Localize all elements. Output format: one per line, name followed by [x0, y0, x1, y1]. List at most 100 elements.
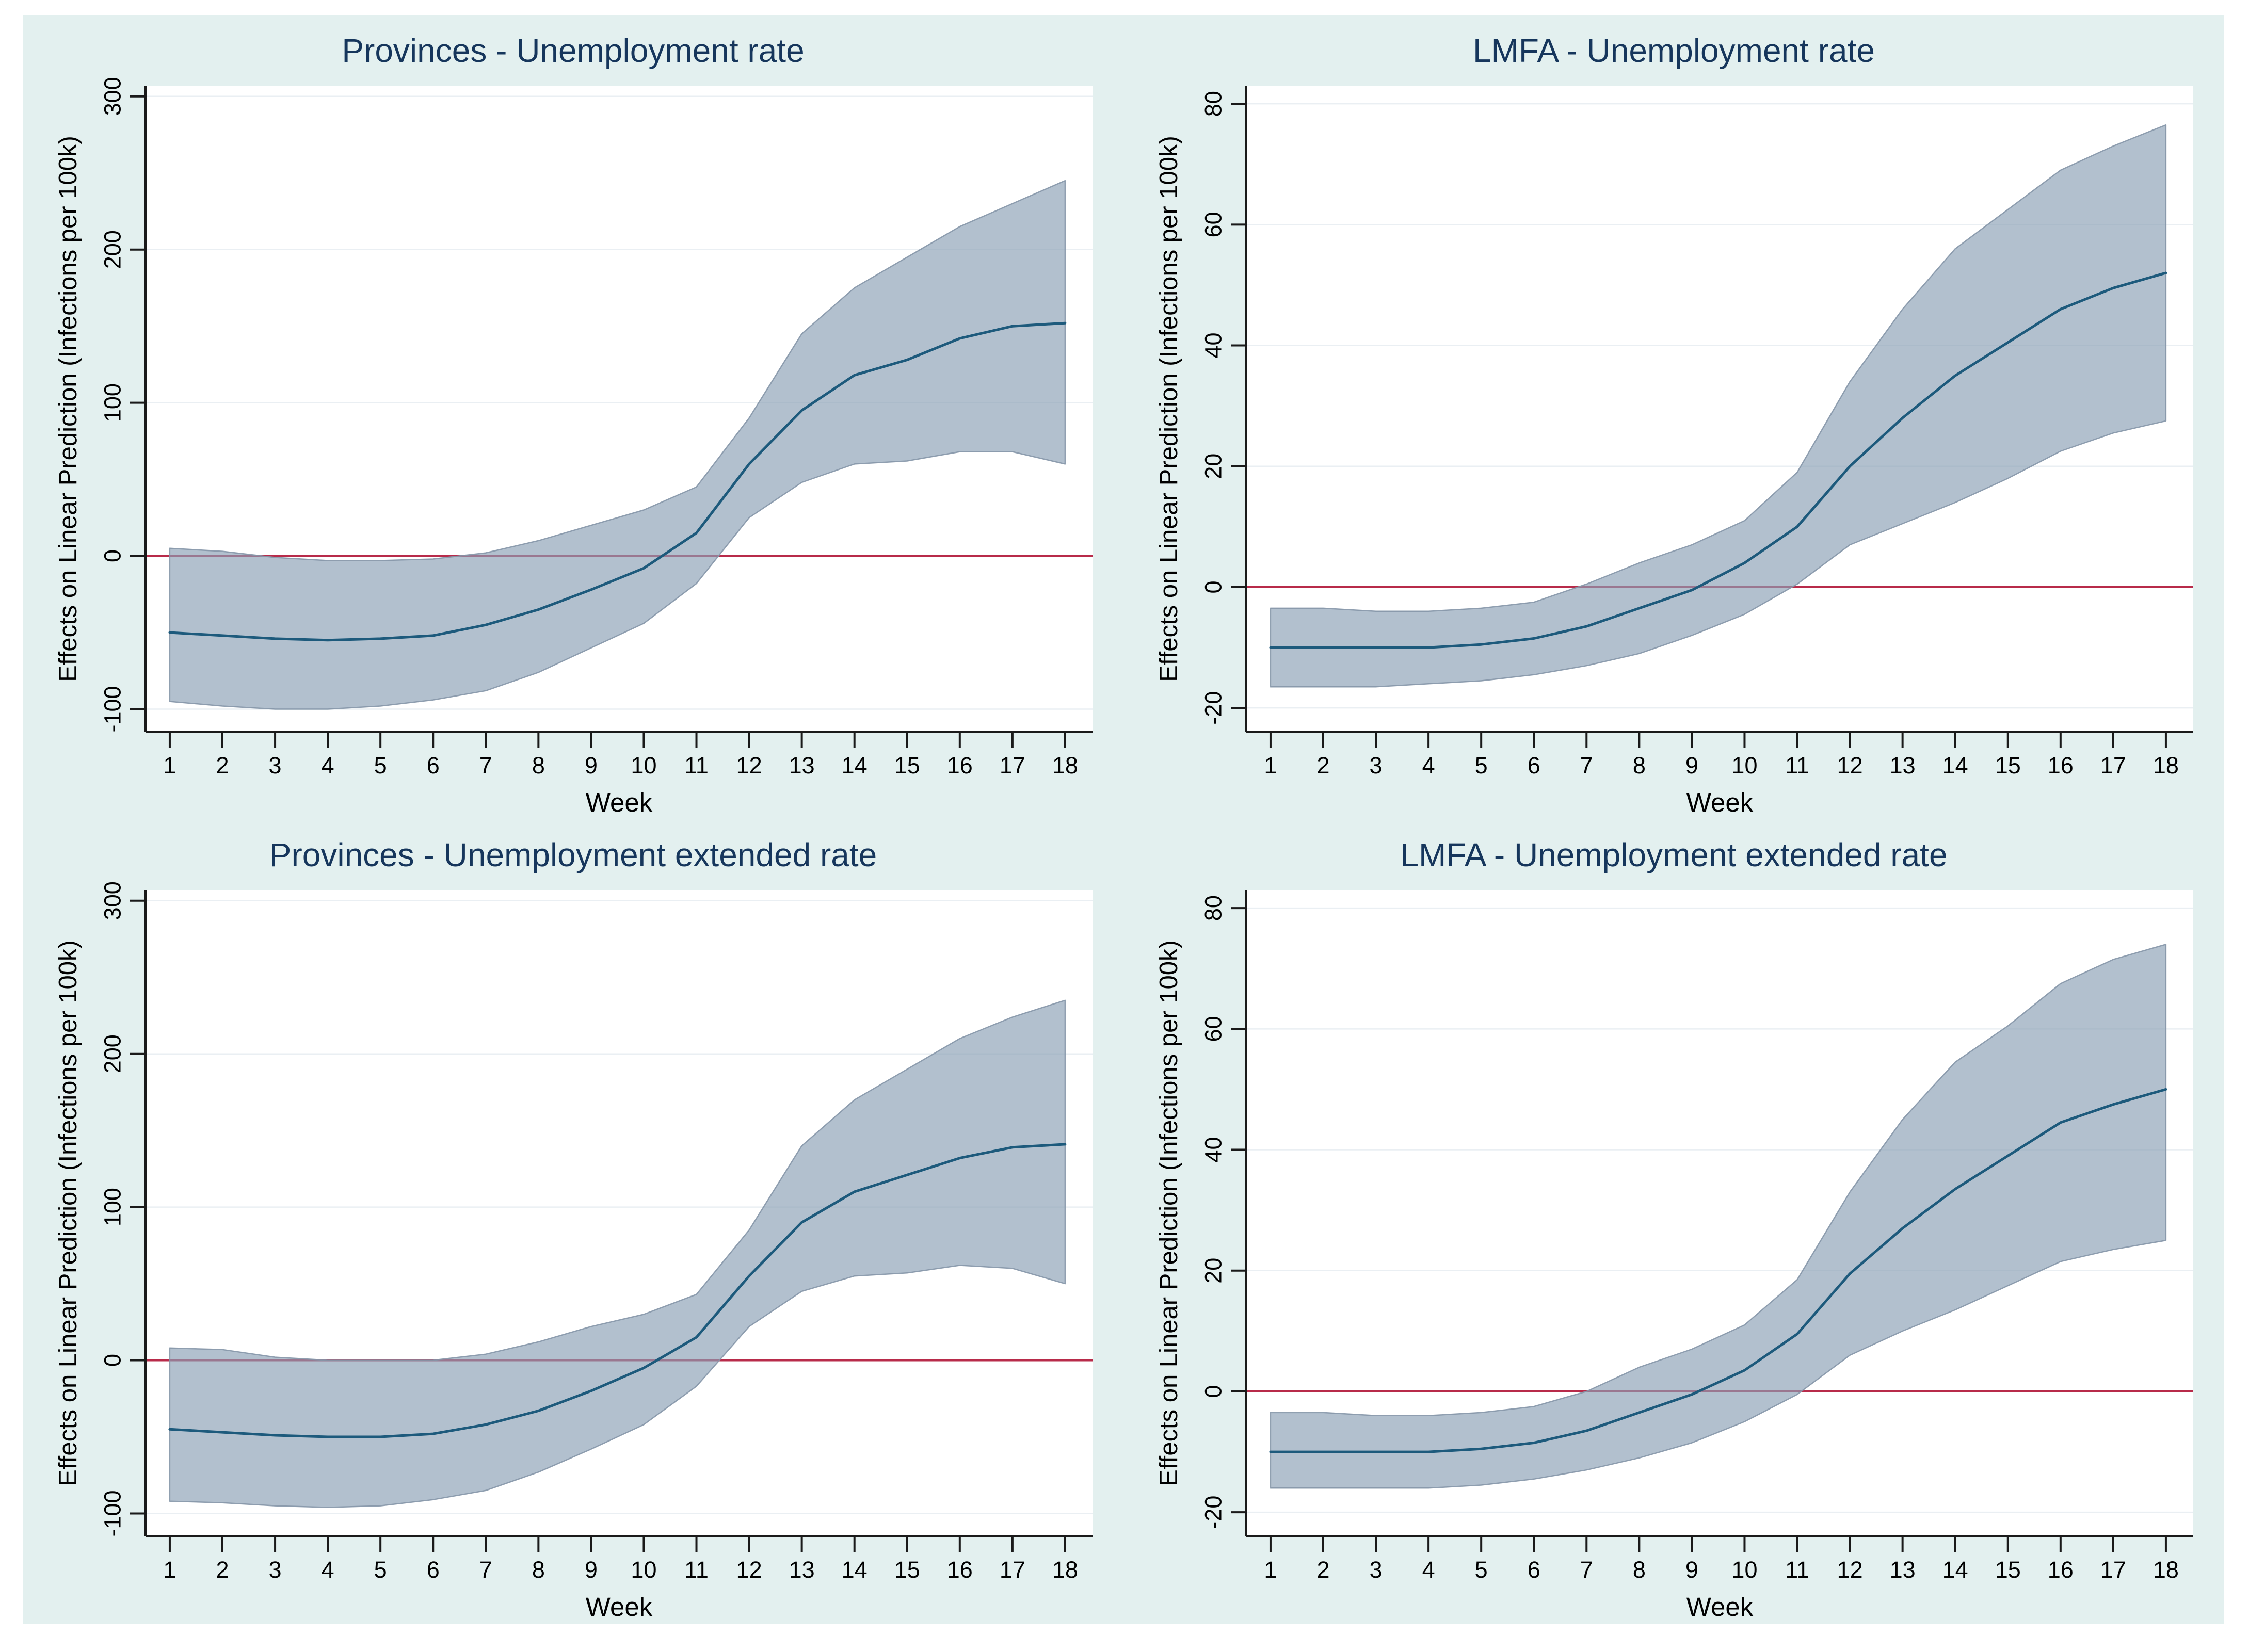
effect-line: [168, 1143, 1067, 1438]
effect-line: [1269, 271, 2167, 649]
panel-lmfa-unemployment-extended-rate: LMFA - Unemployment extended rate -20 0 20…: [1123, 820, 2224, 1624]
y-tick-label: 0: [1200, 580, 1227, 593]
x-tick-label: 16: [2048, 1557, 2074, 1583]
y-tick-label: 20: [1200, 454, 1227, 479]
x-tick-label: 15: [894, 1557, 920, 1583]
x-tick-label: 13: [789, 1557, 815, 1583]
x-tick-label: 12: [1837, 1557, 1863, 1583]
y-tick-label: 300: [100, 881, 126, 920]
y-tick-label: 40: [1200, 333, 1227, 359]
x-tick-label: 15: [1995, 752, 2021, 779]
x-tick-label: 12: [1837, 752, 1863, 779]
y-tick-label: 100: [100, 383, 126, 422]
x-tick-label: 3: [269, 1557, 282, 1583]
x-tick-label: 3: [1370, 1557, 1383, 1583]
y-tick-label: 300: [100, 77, 126, 116]
x-tick-label: 16: [947, 752, 973, 779]
x-tick-label: 7: [1580, 1557, 1593, 1583]
x-axis-label: Week: [586, 788, 653, 817]
x-tick-label: 4: [1422, 1557, 1435, 1583]
x-tick-label: 1: [163, 752, 176, 779]
y-tick-label: 0: [100, 1354, 126, 1367]
x-tick-label: 4: [1422, 752, 1435, 779]
y-tick-label: 0: [1200, 1385, 1227, 1398]
y-tick-label: 100: [100, 1188, 126, 1226]
x-tick-label: 15: [894, 752, 920, 779]
x-tick-label: 1: [1264, 752, 1277, 779]
x-axis-label: Week: [1686, 1592, 1754, 1622]
x-tick-label: 10: [1731, 752, 1757, 779]
x-tick-label: 11: [1785, 1557, 1809, 1583]
x-tick-label: 7: [479, 752, 492, 779]
y-tick-label: 200: [100, 1034, 126, 1073]
x-tick-label: 1: [163, 1557, 176, 1583]
x-tick-label: 5: [1475, 752, 1488, 779]
x-tick-label: 10: [631, 752, 656, 779]
x-tick-label: 17: [2100, 752, 2126, 779]
x-tick-label: 2: [1316, 1557, 1329, 1583]
panel-title: Provinces - Unemployment extended rate: [269, 836, 877, 873]
x-tick-label: 5: [374, 1557, 387, 1583]
y-tick-label: -20: [1200, 1496, 1227, 1529]
x-tick-label: 7: [479, 1557, 492, 1583]
x-tick-label: 2: [216, 1557, 229, 1583]
figure-canvas: Provinces - Unemployment rate -100 0 100 20…: [23, 15, 2224, 1624]
x-axis-label: Week: [586, 1592, 653, 1622]
x-tick-label: 18: [1052, 1557, 1078, 1583]
y-tick-label: 80: [1200, 91, 1227, 117]
x-tick-label: 1: [1264, 1557, 1277, 1583]
x-tick-label: 5: [1475, 1557, 1488, 1583]
x-axis-label: Week: [1686, 788, 1754, 817]
x-tick-label: 3: [269, 752, 282, 779]
x-tick-label: 16: [947, 1557, 973, 1583]
x-tick-label: 8: [532, 1557, 545, 1583]
x-tick-label: 2: [216, 752, 229, 779]
x-tick-label: 18: [2153, 752, 2179, 779]
y-tick-label: 0: [100, 549, 126, 562]
x-tick-label: 4: [322, 752, 334, 779]
x-tick-label: 8: [1633, 1557, 1646, 1583]
y-tick-label: 200: [100, 230, 126, 269]
x-tick-label: 10: [1731, 1557, 1757, 1583]
x-tick-label: 9: [585, 1557, 598, 1583]
y-axis-label: Effects on Linear Prediction (Infections…: [54, 136, 82, 682]
y-tick-label: 40: [1200, 1137, 1227, 1163]
x-tick-label: 17: [1000, 1557, 1025, 1583]
y-axis-label: Effects on Linear Prediction (Infections…: [1155, 940, 1183, 1486]
y-axis-label: Effects on Linear Prediction (Infections…: [54, 940, 82, 1486]
confidence-band: [169, 999, 1066, 1508]
confidence-band: [1270, 124, 2167, 688]
y-tick-label: -100: [100, 1490, 126, 1536]
x-tick-label: 6: [427, 1557, 440, 1583]
y-tick-label: 60: [1200, 212, 1227, 237]
x-tick-label: 4: [322, 1557, 334, 1583]
x-tick-label: 12: [736, 1557, 762, 1583]
confidence-band: [1270, 944, 2167, 1489]
x-tick-label: 14: [1942, 1557, 1968, 1583]
x-tick-label: 12: [736, 752, 762, 779]
x-tick-label: 16: [2048, 752, 2074, 779]
x-tick-label: 18: [1052, 752, 1078, 779]
x-tick-label: 5: [374, 752, 387, 779]
x-tick-label: 8: [532, 752, 545, 779]
x-tick-label: 6: [1528, 1557, 1540, 1583]
x-tick-label: 9: [1685, 1557, 1698, 1583]
x-tick-label: 14: [842, 752, 868, 779]
y-tick-label: 80: [1200, 895, 1227, 921]
x-tick-label: 9: [585, 752, 598, 779]
x-tick-label: 8: [1633, 752, 1646, 779]
x-tick-label: 11: [684, 752, 709, 779]
panel-lmfa-unemployment-rate: LMFA - Unemployment rate -20 0 20 40 60 80 1 2 3…: [1123, 15, 2224, 820]
panel-provinces-unemployment-extended-rate: Provinces - Unemployment extended rate -…: [23, 820, 1123, 1624]
x-tick-label: 13: [1890, 752, 1916, 779]
panel-title: Provinces - Unemployment rate: [342, 32, 805, 69]
x-tick-label: 11: [684, 1557, 709, 1583]
confidence-band: [169, 180, 1066, 710]
y-tick-label: -100: [100, 686, 126, 732]
x-tick-label: 13: [1890, 1557, 1916, 1583]
